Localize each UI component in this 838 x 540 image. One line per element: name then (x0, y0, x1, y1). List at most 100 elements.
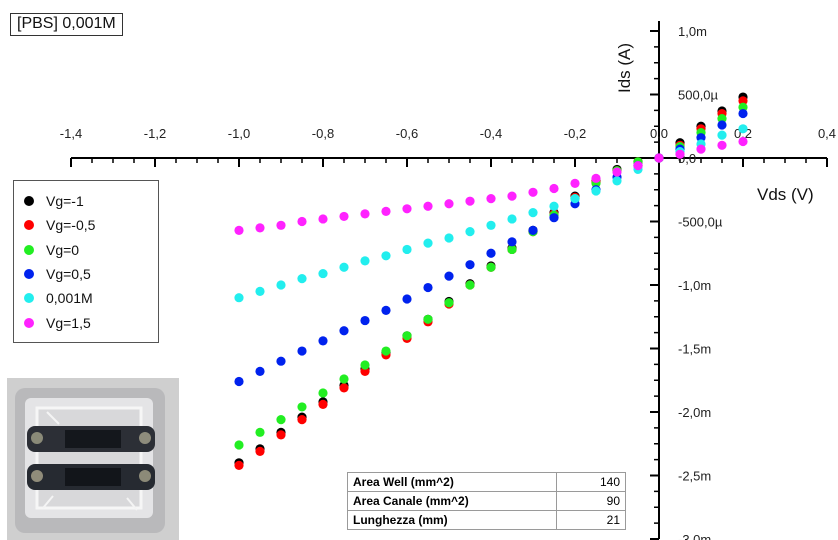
table-cell-label: Area Canale (mm^2) (347, 491, 557, 511)
data-point (507, 244, 517, 255)
y-tick-label: -3,0m (678, 532, 711, 540)
data-point (423, 201, 433, 211)
data-point (360, 360, 370, 370)
data-point (402, 294, 412, 304)
legend-label: Vg=0 (46, 241, 80, 258)
data-point (696, 144, 706, 154)
data-point (738, 96, 748, 106)
legend-marker (24, 317, 34, 328)
data-point (549, 213, 559, 223)
data-point (591, 186, 601, 196)
data-point (570, 194, 580, 204)
legend-item: Vg=1,5 (24, 310, 158, 334)
data-point (528, 208, 538, 218)
data-point (423, 282, 433, 293)
data-point (738, 124, 748, 134)
y-tick-label: -2,5m (678, 469, 711, 484)
data-point (444, 233, 454, 243)
table-cell-label: Lunghezza (mm) (347, 510, 557, 530)
device-photo (7, 378, 179, 540)
data-point (318, 214, 328, 224)
data-point (717, 140, 727, 150)
axes: -1,4 -1,2 -1,0 -0,8 -0,6 -0,4 -0,2 0,0 0,2 0,4 1,0… (60, 21, 836, 540)
data-point (255, 446, 265, 456)
data-point (486, 248, 496, 258)
table-cell-label: Area Well (mm^2) (347, 472, 557, 492)
legend-marker (24, 196, 34, 207)
data-point (234, 460, 244, 470)
data-point (738, 102, 748, 112)
data-point (360, 256, 370, 266)
data-point (465, 280, 475, 290)
data-point (570, 178, 580, 188)
table-row: Area Well (mm^2) 140 (347, 472, 626, 492)
data-point (444, 199, 454, 209)
data-points (234, 92, 748, 470)
data-point (654, 153, 664, 163)
data-point (423, 238, 433, 248)
x-tick-label: -0,4 (480, 126, 502, 141)
data-point (675, 149, 685, 159)
x-tick-label: -1,0 (228, 126, 250, 141)
x-axis-title: Vds (V) (757, 185, 814, 204)
data-point (297, 274, 307, 284)
y-tick-label: -1,5m (678, 342, 711, 357)
data-point (318, 399, 328, 409)
legend-marker (24, 220, 34, 231)
data-point (633, 161, 643, 171)
data-point (465, 260, 475, 270)
data-point (444, 298, 454, 308)
legend-item: 0,001M (24, 286, 158, 310)
legend-item: Vg=-0,5 (24, 213, 158, 237)
data-point (486, 220, 496, 230)
data-point (318, 336, 328, 346)
data-point (360, 366, 370, 376)
legend-marker (24, 293, 34, 304)
data-point (255, 286, 265, 296)
x-tick-label: -0,8 (312, 126, 334, 141)
legend-marker (24, 269, 34, 280)
data-point (297, 402, 307, 412)
x-tick-label: -0,2 (564, 126, 586, 141)
legend-label: Vg=-0,5 (46, 217, 96, 234)
data-point (339, 211, 349, 222)
legend: Vg=-1 Vg=-0,5 Vg=0 Vg=0,5 0,001M Vg=1,5 (13, 180, 159, 343)
data-point (402, 244, 412, 255)
data-point (717, 120, 727, 130)
table-cell-value: 21 (556, 510, 626, 530)
data-point (402, 331, 412, 341)
data-point (549, 201, 559, 211)
data-point (444, 271, 454, 281)
data-point (339, 262, 349, 272)
legend-item: Vg=-1 (24, 189, 158, 213)
data-point (339, 326, 349, 336)
legend-label: Vg=0,5 (46, 266, 91, 283)
data-point (612, 167, 622, 177)
data-point (465, 227, 475, 237)
data-point (234, 440, 244, 450)
data-point (318, 388, 328, 398)
data-point (486, 194, 496, 204)
data-point (612, 176, 622, 186)
data-point (234, 376, 244, 387)
data-point (297, 346, 307, 356)
data-point (381, 251, 391, 261)
legend-marker (24, 244, 34, 255)
condition-label: [PBS] 0,001M (10, 13, 123, 36)
data-point (360, 315, 370, 326)
legend-item: Vg=0 (24, 238, 158, 262)
data-point (234, 225, 244, 235)
data-point (318, 268, 328, 279)
x-tick-label: -1,4 (60, 126, 82, 141)
data-point (507, 214, 517, 224)
legend-label: Vg=1,5 (46, 314, 91, 331)
data-point (381, 305, 391, 315)
data-point (255, 223, 265, 233)
y-tick-label: -500,0µ (678, 215, 723, 230)
data-point (276, 280, 286, 290)
data-point (507, 237, 517, 247)
data-point (360, 209, 370, 219)
data-point (276, 356, 286, 366)
data-point (381, 206, 391, 216)
data-point (486, 262, 496, 272)
